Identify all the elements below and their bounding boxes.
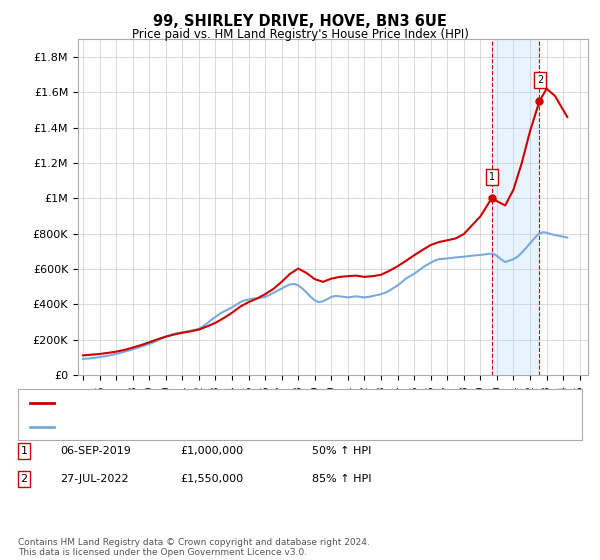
Text: HPI: Average price, detached house, Brighton and Hove: HPI: Average price, detached house, Brig… [60, 422, 350, 432]
Text: 06-SEP-2019: 06-SEP-2019 [60, 446, 131, 456]
Text: 2: 2 [537, 75, 544, 85]
Text: Price paid vs. HM Land Registry's House Price Index (HPI): Price paid vs. HM Land Registry's House … [131, 28, 469, 41]
Text: 99, SHIRLEY DRIVE, HOVE, BN3 6UE: 99, SHIRLEY DRIVE, HOVE, BN3 6UE [153, 14, 447, 29]
Text: £1,000,000: £1,000,000 [180, 446, 243, 456]
Text: 50% ↑ HPI: 50% ↑ HPI [312, 446, 371, 456]
Text: Contains HM Land Registry data © Crown copyright and database right 2024.
This d: Contains HM Land Registry data © Crown c… [18, 538, 370, 557]
Bar [491, 39, 539, 375]
Text: £1,550,000: £1,550,000 [180, 474, 243, 484]
Text: 2: 2 [20, 474, 28, 484]
Text: 85% ↑ HPI: 85% ↑ HPI [312, 474, 371, 484]
Text: 27-JUL-2022: 27-JUL-2022 [60, 474, 128, 484]
Text: 99, SHIRLEY DRIVE, HOVE, BN3 6UE (detached house): 99, SHIRLEY DRIVE, HOVE, BN3 6UE (detach… [60, 398, 341, 408]
Text: 1: 1 [20, 446, 28, 456]
Text: 1: 1 [490, 172, 496, 182]
